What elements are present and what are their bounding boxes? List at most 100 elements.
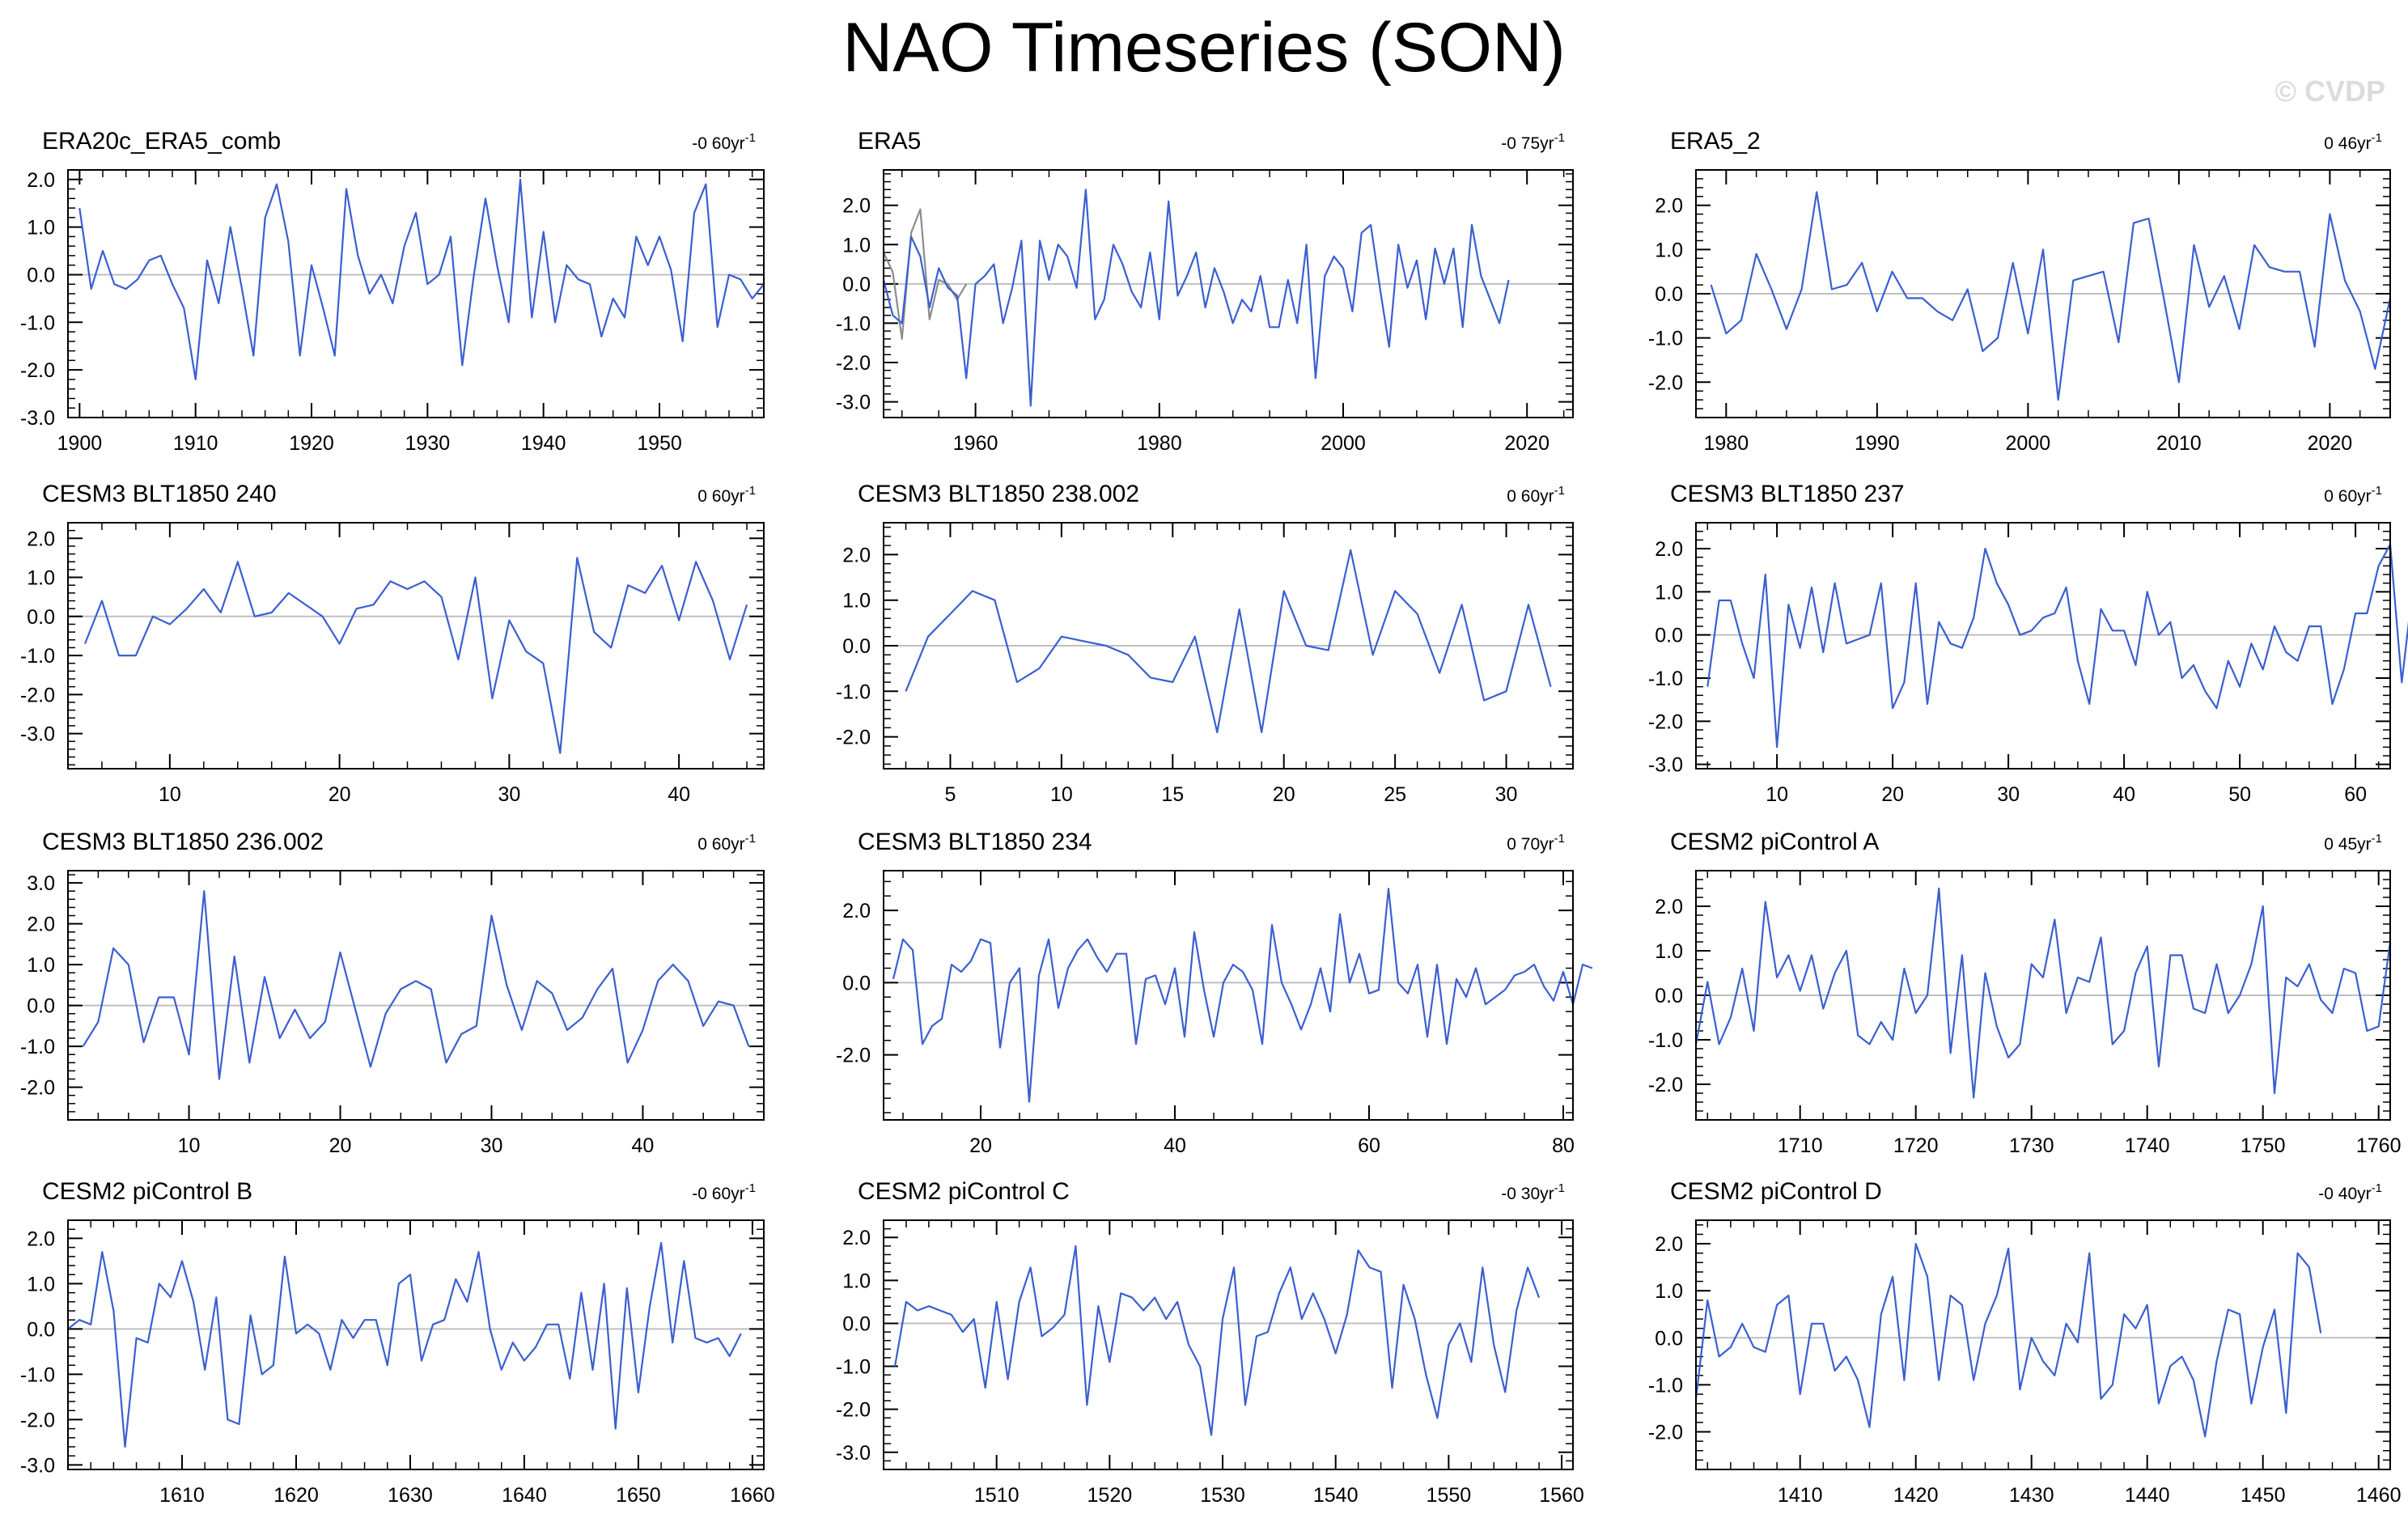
plot-frame: [67, 1219, 765, 1470]
x-tick-label: 1630: [388, 1484, 433, 1507]
panel-title: CESM2 piControl A: [1670, 829, 1879, 855]
x-tick-label: 40: [632, 1134, 655, 1157]
y-tick-label: -2.0: [836, 1045, 871, 1067]
x-tick-label: 1420: [1893, 1484, 1939, 1507]
plot-frame: [1695, 522, 2391, 770]
y-tick-label: -1.0: [20, 1363, 55, 1386]
x-tick-label: 30: [481, 1134, 503, 1157]
y-tick-label: 2.0: [842, 195, 871, 218]
y-tick-label: -1.0: [1648, 1029, 1683, 1052]
y-tick-label: 2.0: [27, 528, 55, 550]
series-line: [892, 888, 1593, 1103]
trend-label: -0 40yr-1: [2318, 1181, 2382, 1203]
y-tick-label: -2.0: [1648, 710, 1683, 733]
panel-title: ERA5: [858, 128, 921, 155]
x-tick-label: 1460: [2356, 1484, 2402, 1507]
y-tick-label: -2.0: [20, 359, 55, 382]
y-tick-label: -2.0: [20, 1077, 55, 1100]
x-tick-label: 30: [1495, 783, 1518, 806]
trend-label: -0 60yr-1: [692, 1181, 756, 1203]
y-tick-label: -1.0: [1648, 328, 1683, 350]
x-tick-label: 40: [668, 783, 690, 806]
x-tick-label: 1730: [2009, 1134, 2054, 1157]
x-tick-label: 1540: [1313, 1484, 1359, 1507]
x-tick-label: 1650: [616, 1484, 661, 1507]
series-line: [1694, 887, 2392, 1099]
trend-label: 0 60yr-1: [2324, 484, 2382, 506]
plot-frame: [883, 1219, 1574, 1470]
y-tick-label: -2.0: [836, 727, 871, 749]
series-line: [882, 189, 1510, 407]
y-tick-label: -2.0: [836, 1399, 871, 1422]
trend-label: 0 46yr-1: [2324, 131, 2382, 153]
x-tick-label: 40: [1164, 1134, 1186, 1157]
x-tick-label: 1760: [2356, 1134, 2402, 1157]
x-tick-label: 1520: [1087, 1484, 1133, 1507]
chart-panel: 2.0 1.0 0.0 -1.0 -2.0 1710 1720 1730 1740 1750 176…: [1648, 829, 2402, 1157]
chart-panel: 2.0 1.0 0.0 -1.0 -2.0 -3.0 1610 1620 1630 1640 165…: [20, 1178, 775, 1507]
y-tick-label: 0.0: [842, 1312, 871, 1335]
panel-title: CESM2 piControl C: [858, 1178, 1070, 1205]
x-tick-label: 2000: [1321, 432, 1366, 455]
panel-title: CESM3 BLT1850 234: [858, 829, 1092, 855]
trend-label: 0 45yr-1: [2324, 832, 2382, 854]
x-tick-label: 20: [1881, 783, 1904, 806]
y-tick-label: 2.0: [1655, 1233, 1683, 1256]
series-line: [1694, 1242, 2322, 1438]
y-tick-label: -2.0: [1648, 371, 1683, 394]
y-tick-label: -1.0: [1648, 1374, 1683, 1397]
x-tick-label: 1430: [2009, 1484, 2054, 1507]
plot-frame: [883, 870, 1574, 1121]
watermark: © CVDP: [2274, 74, 2385, 108]
chart-panel: 2.0 1.0 0.0 -1.0 -2.0 -3.0 1960 1980 2000 2020 ERA…: [836, 128, 1574, 455]
x-tick-label: 1720: [1893, 1134, 1939, 1157]
panel-title: ERA5_2: [1670, 128, 1761, 155]
y-tick-label: -2.0: [1648, 1074, 1683, 1096]
x-tick-label: 15: [1161, 783, 1184, 806]
y-tick-label: 0.0: [27, 995, 55, 1018]
x-tick-label: 20: [329, 1134, 352, 1157]
y-tick-label: -2.0: [836, 352, 871, 375]
trend-label: 0 70yr-1: [1507, 832, 1565, 854]
y-tick-label: 2.0: [842, 1227, 871, 1249]
x-tick-label: 1980: [1703, 432, 1749, 455]
series-line: [905, 549, 1552, 734]
y-tick-label: -2.0: [20, 1409, 55, 1431]
y-tick-label: 2.0: [842, 900, 871, 922]
chart-panel: 2.0 1.0 0.0 -1.0 -2.0 -3.0 10 20 30 40 50 60 CESM3 B…: [1648, 481, 2408, 806]
x-tick-label: 1620: [273, 1484, 319, 1507]
x-tick-label: 1990: [1855, 432, 1900, 455]
trend-label: -0 60yr-1: [692, 131, 756, 153]
x-tick-label: 2010: [2156, 432, 2202, 455]
x-tick-label: 1530: [1200, 1484, 1245, 1507]
chart-panel: 2.0 1.0 0.0 -1.0 -2.0 -3.0 10 20 30 40 CESM3 BLT18…: [20, 481, 765, 806]
y-tick-label: 0.0: [1655, 283, 1683, 306]
y-tick-label: 0.0: [1655, 985, 1683, 1007]
trend-label: -0 75yr-1: [1501, 131, 1565, 153]
x-tick-label: 2020: [2308, 432, 2353, 455]
y-tick-label: 0.0: [27, 264, 55, 286]
y-tick-label: 2.0: [1655, 896, 1683, 918]
y-tick-label: 2.0: [27, 1228, 55, 1250]
y-tick-label: 0.0: [1655, 1327, 1683, 1350]
y-tick-label: -1.0: [20, 645, 55, 668]
x-tick-label: 1710: [1778, 1134, 1823, 1157]
x-tick-label: 10: [1766, 783, 1788, 806]
plot-frame: [883, 522, 1574, 770]
x-tick-label: 30: [1997, 783, 2020, 806]
y-tick-label: -2.0: [1648, 1422, 1683, 1444]
y-tick-label: -3.0: [1648, 754, 1683, 777]
x-tick-label: 1930: [405, 432, 451, 455]
trend-label: 0 60yr-1: [1507, 484, 1565, 506]
x-tick-label: 10: [178, 1134, 201, 1157]
plot-frame: [67, 522, 765, 770]
x-tick-label: 40: [2113, 783, 2135, 806]
series-line: [82, 890, 750, 1080]
x-tick-label: 10: [159, 783, 181, 806]
y-tick-label: 1.0: [1655, 940, 1683, 963]
y-tick-label: 1.0: [27, 567, 55, 590]
y-tick-label: 2.0: [842, 544, 871, 566]
y-tick-label: 3.0: [27, 872, 55, 895]
